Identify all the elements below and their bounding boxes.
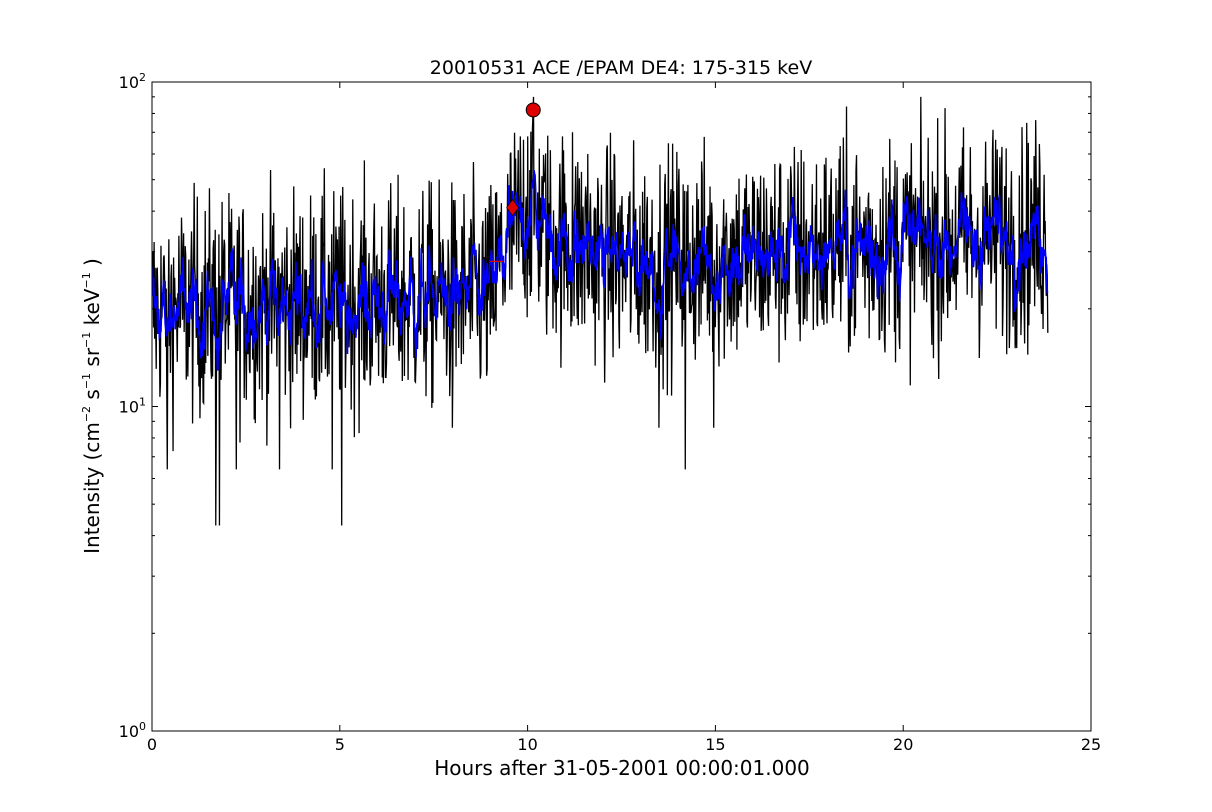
- y-tick-labels: 100 101 102: [119, 71, 146, 741]
- series-layer: [152, 96, 1049, 526]
- y-tick-label: 102: [119, 71, 146, 92]
- series-smoothed-line: [152, 170, 1049, 371]
- peak-marker-circle: [525, 102, 541, 118]
- x-tick-label: 10: [517, 735, 537, 754]
- x-tick-labels: 0 5 10 15 20 25: [147, 735, 1101, 754]
- y-tick-label: 101: [119, 396, 146, 417]
- plot-area: [152, 96, 1049, 526]
- y-axis-label: Intensity (cm−2 s−1 sr−1 keV−1 ): [80, 258, 104, 554]
- x-tick-label: 25: [1081, 735, 1101, 754]
- x-tick-label: 15: [705, 735, 725, 754]
- marker-layer: [490, 102, 541, 262]
- chart-title: 20010531 ACE /EPAM DE4: 175-315 keV: [430, 57, 812, 79]
- x-tick-label: 0: [147, 735, 157, 754]
- x-tick-label: 20: [893, 735, 913, 754]
- onset-marker-diamond: [506, 199, 519, 217]
- x-tick-label: 5: [335, 735, 345, 754]
- y-tick-label: 100: [119, 720, 146, 741]
- x-axis-label: Hours after 31-05-2001 00:00:01.000: [434, 756, 810, 780]
- axis-ticks: [151, 81, 1092, 732]
